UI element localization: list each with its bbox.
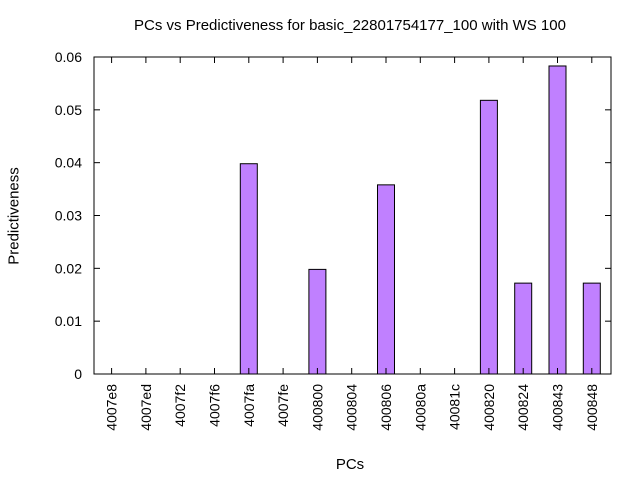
x-tick-label: 4007f6 — [207, 384, 223, 427]
bar — [582, 282, 601, 375]
x-tick-label: 400806 — [378, 384, 394, 431]
y-tick-label: 0.01 — [55, 313, 82, 329]
y-tick-label: 0.06 — [55, 49, 82, 65]
bar — [548, 65, 567, 375]
x-tick-label: 40080a — [412, 384, 428, 431]
x-tick-label: 4007fa — [241, 384, 257, 427]
x-axis-label: PCs — [335, 456, 365, 473]
bar — [514, 282, 533, 375]
x-tick-label: 4007fe — [275, 384, 291, 427]
plot-frame — [93, 56, 612, 375]
x-tick-label: 4007e8 — [104, 384, 120, 431]
x-tick-label: 400804 — [344, 384, 360, 431]
y-tick-label: 0.03 — [55, 208, 82, 224]
x-tick-label: 4007ed — [138, 384, 154, 431]
x-tick-label: 400843 — [550, 384, 566, 431]
x-tick-label: 400824 — [515, 384, 531, 431]
x-tick-label: 4007f2 — [172, 384, 188, 427]
y-tick-label: 0.04 — [55, 155, 82, 171]
x-tick-label: 400800 — [309, 384, 325, 431]
y-tick-label: 0.02 — [55, 260, 82, 276]
x-tick-label: 40081c — [447, 384, 463, 430]
bar — [308, 268, 327, 375]
chart-title: PCs vs Predictiveness for basic_22801754… — [134, 17, 566, 34]
y-tick-label: 0 — [74, 366, 82, 382]
x-tick-label: 400820 — [481, 384, 497, 431]
bar — [377, 184, 395, 375]
y-tick-label: 0.05 — [55, 102, 82, 118]
bar — [239, 163, 258, 375]
bar — [479, 99, 498, 375]
x-tick-label: 400848 — [584, 384, 600, 431]
